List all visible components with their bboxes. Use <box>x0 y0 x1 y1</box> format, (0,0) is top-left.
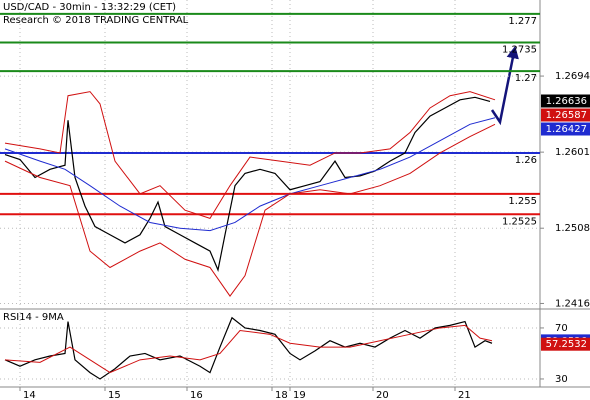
x-tick-label: 19 <box>293 390 306 400</box>
x-tick-label: 18 <box>275 390 288 400</box>
level-label: 1.2735 <box>502 45 537 56</box>
x-tick-label: 16 <box>190 390 203 400</box>
level-label: 1.27 <box>515 73 537 84</box>
level-label: 1.2525 <box>502 216 537 227</box>
y-tick-label: 1.2508 <box>555 223 590 234</box>
y-tick-label: 70 <box>555 323 568 334</box>
x-tick-label: 14 <box>23 390 36 400</box>
price-label: 1.26636 <box>546 96 587 107</box>
series-line <box>4 316 493 380</box>
chart-title: USD/CAD - 30min - 13:32:29 (CET) <box>3 2 176 13</box>
x-tick-label: 15 <box>108 390 121 400</box>
series-line <box>4 123 496 297</box>
y-tick-label: 30 <box>555 374 568 385</box>
price-label: 1.26427 <box>546 124 587 135</box>
x-tick-label: 21 <box>458 390 471 400</box>
level-label: 1.26 <box>515 155 537 166</box>
x-tick-label: 20 <box>376 390 389 400</box>
series-line <box>4 91 496 219</box>
level-label: 1.255 <box>508 196 537 207</box>
price-box <box>541 122 590 136</box>
y-tick-label: 1.2694 <box>555 71 590 82</box>
series-line <box>4 324 493 374</box>
price-box <box>541 108 590 122</box>
chart-subtitle: Research © 2018 TRADING CENTRAL <box>3 15 189 26</box>
forecast-arrow <box>490 45 519 126</box>
price-label: 57.2532 <box>546 339 587 350</box>
series-line <box>4 117 496 232</box>
price-label: 1.26587 <box>546 110 587 121</box>
series-line <box>4 96 491 272</box>
y-tick-label: 1.2601 <box>555 147 590 158</box>
price-box <box>541 337 590 351</box>
panel-title: RSI14 - 9MA <box>3 312 64 323</box>
level-label: 1.277 <box>508 16 537 27</box>
y-tick-label: 1.2416 <box>555 298 590 309</box>
price-box <box>541 94 590 108</box>
